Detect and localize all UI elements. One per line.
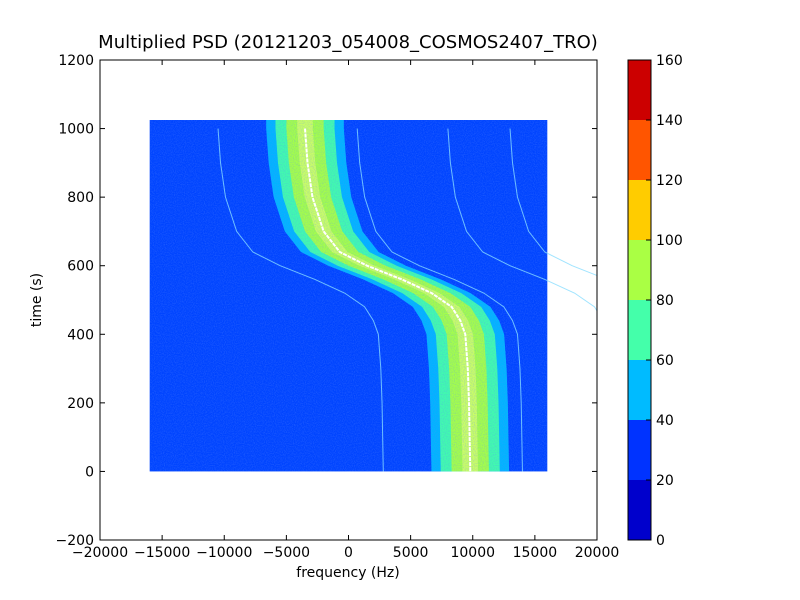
- colorbar-tick-label: 100: [656, 233, 683, 249]
- x-tick-label: −20000: [72, 545, 128, 561]
- x-tick-label: −10000: [196, 545, 252, 561]
- secondary-trace-0: [217, 128, 384, 472]
- colorbar-segment: [628, 480, 651, 540]
- doppler-traces: [217, 128, 597, 472]
- y-tick-label: 800: [67, 190, 94, 206]
- colorbar-segment: [628, 120, 651, 180]
- y-tick-label: 200: [67, 396, 94, 412]
- secondary-trace-1: [356, 128, 523, 472]
- colorbar-tick-label: 20: [656, 473, 674, 489]
- y-tick-label: −200: [56, 533, 94, 549]
- colorbar: 0 20 40 60 80 100 120 140 160: [627, 53, 683, 549]
- colorbar-tick-label: 80: [656, 293, 674, 309]
- x-tick-label: 5000: [393, 545, 429, 561]
- colorbar-tick-label: 60: [656, 353, 674, 369]
- y-axis: −200 0 200 400 600 800 1000 1200: [56, 53, 597, 549]
- colorbar-tick-label: 40: [656, 413, 674, 429]
- x-tick-label: −15000: [134, 545, 190, 561]
- doppler-center-trace: [304, 128, 472, 472]
- colorbar-tick-label: 140: [656, 113, 683, 129]
- x-axis: −20000 −15000 −10000 −5000 0 5000 10000 15000 20…: [72, 60, 619, 561]
- x-tick-label: −5000: [263, 545, 310, 561]
- colorbar-segment: [628, 360, 651, 420]
- chart-title: Multiplied PSD (20121203_054008_COSMOS24…: [98, 32, 598, 53]
- secondary-trace-3: [509, 128, 597, 277]
- y-tick-label: 1000: [58, 122, 94, 138]
- colorbar-segment: [628, 420, 651, 480]
- y-tick-label: 400: [67, 327, 94, 343]
- y-tick-label: 600: [67, 259, 94, 275]
- plot-area: [149, 120, 597, 472]
- colorbar-tick-label: 160: [656, 53, 683, 69]
- y-tick-label: 1200: [58, 53, 94, 69]
- y-axis-label: time (s): [29, 273, 45, 327]
- colorbar-segment: [628, 240, 651, 300]
- colorbar-segment: [628, 180, 651, 240]
- colorbar-tick-label: 0: [656, 533, 665, 549]
- x-tick-label: 15000: [513, 545, 558, 561]
- colorbar-segment: [628, 300, 651, 360]
- x-tick-label: 0: [344, 545, 353, 561]
- x-axis-label: frequency (Hz): [296, 565, 399, 581]
- colorbar-tick-label: 120: [656, 173, 683, 189]
- secondary-trace-2: [447, 128, 597, 312]
- y-tick-label: 0: [85, 464, 94, 480]
- colorbar-segment: [628, 60, 651, 120]
- x-tick-label: 20000: [575, 545, 620, 561]
- x-tick-label: 10000: [450, 545, 495, 561]
